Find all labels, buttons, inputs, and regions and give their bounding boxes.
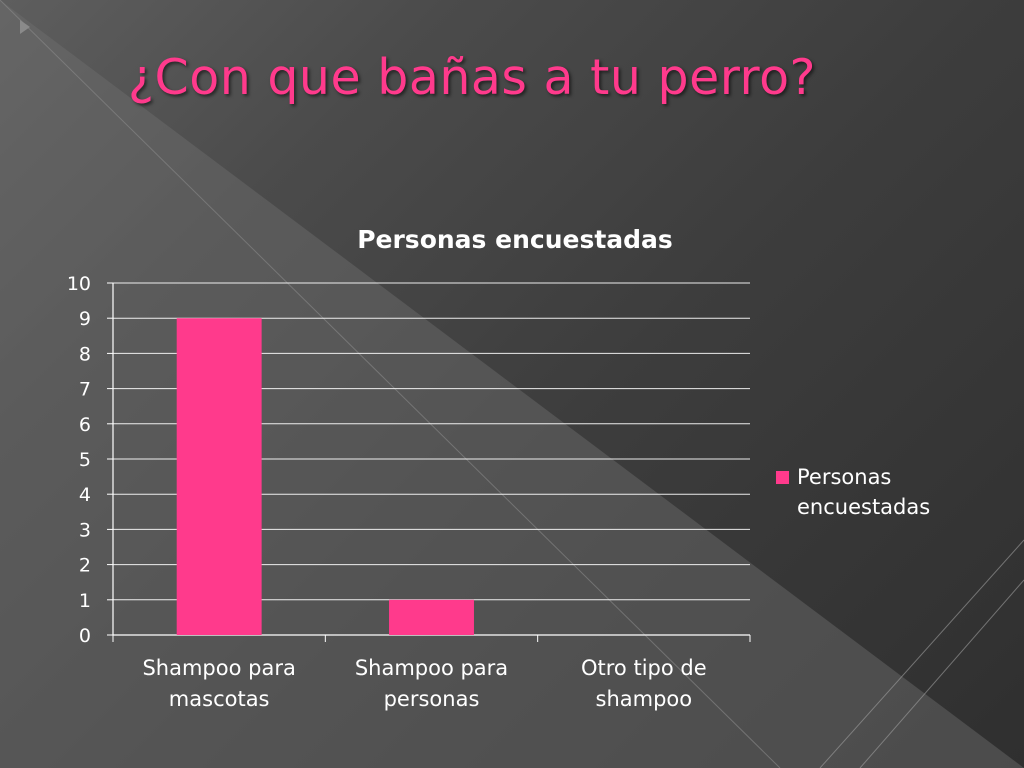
bar-1 [389, 599, 474, 635]
y-tick-label-7: 7 [79, 379, 91, 401]
background-diagonal-line [0, 0, 781, 768]
category-label-1-line-1: Shampoo para [355, 656, 508, 680]
chart-legend: Personas encuestadas [776, 462, 1006, 522]
background-corner-line-1 [819, 539, 1024, 768]
category-label-2-line-1: Otro tipo de [581, 656, 707, 680]
y-tick-label-4: 4 [79, 484, 91, 506]
background-corner-line-2 [859, 579, 1024, 768]
legend-label: Personas encuestadas [797, 462, 997, 522]
y-tick-label-3: 3 [79, 519, 91, 541]
legend-swatch [776, 471, 789, 484]
y-tick-label-10: 10 [67, 273, 91, 295]
y-tick-label-2: 2 [79, 555, 91, 577]
category-label-1-line-2: personas [384, 687, 480, 711]
chart-title: Personas encuestadas [357, 225, 673, 254]
y-tick-label-1: 1 [79, 590, 91, 612]
category-label-2-line-2: shampoo [596, 687, 693, 711]
slide-arrow-icon [20, 20, 30, 34]
category-label-0-line-2: mascotas [169, 687, 270, 711]
y-tick-label-9: 9 [79, 308, 91, 330]
category-label-0-line-1: Shampoo para [142, 656, 295, 680]
y-tick-label-6: 6 [79, 414, 91, 436]
y-tick-label-8: 8 [79, 343, 91, 365]
slide-title: ¿Con que bañas a tu perro? [128, 49, 817, 106]
legend-label-line-1: Personas [797, 465, 892, 489]
y-tick-label-0: 0 [79, 625, 91, 647]
bar-0 [176, 318, 262, 635]
y-tick-label-5: 5 [79, 449, 91, 471]
legend-label-line-2: encuestadas [797, 495, 931, 519]
